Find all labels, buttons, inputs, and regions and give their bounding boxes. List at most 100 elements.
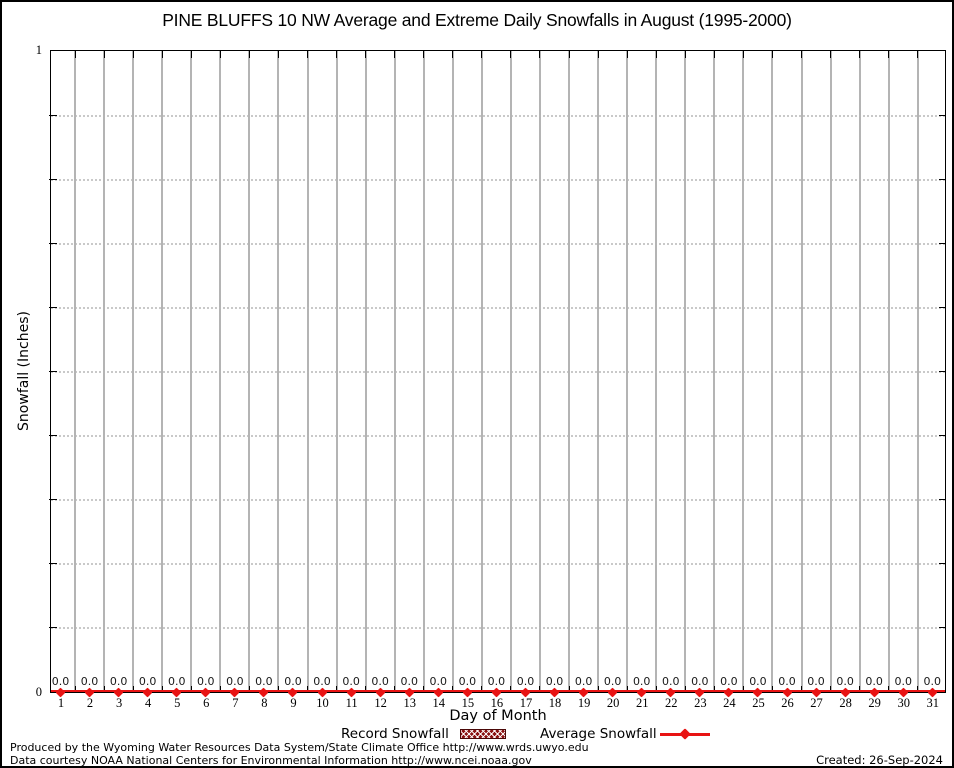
x-tick-label: 13 <box>403 696 416 710</box>
legend-average-label: Average Snowfall <box>540 726 657 742</box>
x-tick-label: 14 <box>432 696 446 710</box>
x-axis-tick <box>510 51 512 58</box>
x-axis-tick <box>859 686 861 692</box>
legend-average-point-icon <box>679 728 691 740</box>
y-tick-label-min: 0 <box>35 685 42 699</box>
x-axis-tick <box>423 51 425 58</box>
x-axis-tick <box>626 686 628 692</box>
record-value-label: 0.0 <box>284 675 302 688</box>
x-axis-tick <box>713 686 715 692</box>
record-value-label: 0.0 <box>429 675 448 688</box>
gridline-horizontal <box>51 499 945 501</box>
record-value-label: 0.0 <box>342 675 360 688</box>
record-value-label: 0.0 <box>255 675 273 688</box>
x-axis-tick <box>336 51 338 58</box>
record-value-label: 0.0 <box>109 675 128 688</box>
gridline-vertical <box>858 51 861 692</box>
gridline-horizontal <box>51 563 945 565</box>
x-tick-label: 12 <box>374 696 387 710</box>
x-axis-tick <box>742 686 744 692</box>
footer-produced-by: Produced by the Wyoming Water Resources … <box>10 741 589 754</box>
record-value-label: 0.0 <box>545 675 564 688</box>
record-value-label: 0.0 <box>807 675 825 688</box>
record-value-label: 0.0 <box>138 675 157 688</box>
x-axis-tick <box>103 686 105 692</box>
record-value-label: 0.0 <box>313 675 331 688</box>
y-axis-tick <box>49 499 57 500</box>
gridline-vertical <box>742 51 745 692</box>
record-value-label: 0.0 <box>80 675 99 688</box>
record-value-label: 0.0 <box>516 675 535 688</box>
x-axis-tick <box>888 686 890 692</box>
gridline-horizontal <box>51 243 945 245</box>
x-axis-tick <box>277 51 279 58</box>
x-axis-tick <box>771 686 773 692</box>
x-axis-tick <box>481 686 483 692</box>
x-axis-tick <box>161 686 163 692</box>
gridline-vertical <box>190 51 193 692</box>
x-tick-label: 1 <box>57 696 65 710</box>
x-axis-tick <box>771 51 773 58</box>
x-axis-tick <box>132 686 134 692</box>
y-axis-tick <box>49 371 57 372</box>
footer-created-date: Created: 26-Sep-2024 <box>816 753 943 767</box>
record-value-label: 0.0 <box>603 675 622 688</box>
x-axis-tick <box>597 686 599 692</box>
x-axis-tick <box>277 686 279 692</box>
gridline-vertical <box>829 51 832 692</box>
gridline-vertical <box>451 51 454 692</box>
chart-title: PINE BLUFFS 10 NW Average and Extreme Da… <box>162 10 792 30</box>
x-tick-label: 7 <box>232 696 239 710</box>
x-tick-label: 19 <box>577 696 591 710</box>
record-value-label: 0.0 <box>720 675 738 688</box>
x-axis-tick <box>539 51 541 58</box>
gridline-vertical <box>771 51 774 692</box>
x-tick-label: 3 <box>115 696 123 710</box>
x-axis-tick <box>655 686 657 692</box>
x-axis-tick <box>597 51 599 58</box>
record-value-label: 0.0 <box>197 675 215 688</box>
record-value-label: 0.0 <box>632 675 651 688</box>
x-tick-label: 4 <box>145 696 152 710</box>
footer-data-courtesy: Data courtesy NOAA National Centers for … <box>10 754 532 767</box>
x-axis-tick <box>568 51 570 58</box>
gridline-horizontal <box>51 179 945 181</box>
x-axis-tick <box>248 686 250 692</box>
x-tick-label: 21 <box>635 696 649 710</box>
y-axis-tick <box>49 243 57 244</box>
x-axis-tick <box>539 686 541 692</box>
x-axis-tick <box>830 686 832 692</box>
x-axis-tick <box>74 51 76 58</box>
record-value-label: 0.0 <box>574 675 593 688</box>
x-axis-tick <box>365 51 367 58</box>
x-tick-label: 23 <box>694 696 707 710</box>
x-axis-tick <box>917 686 919 692</box>
y-axis-tick <box>939 627 945 628</box>
y-axis-tick <box>939 371 945 372</box>
x-tick-label: 25 <box>752 696 765 710</box>
x-axis-tick <box>830 51 832 58</box>
x-tick-label: 30 <box>897 696 910 710</box>
record-value-label: 0.0 <box>778 675 796 688</box>
legend-average-line-sample <box>660 728 710 740</box>
y-axis-tick <box>49 435 57 436</box>
record-value-label: 0.0 <box>458 675 477 688</box>
x-axis-tick <box>74 686 76 692</box>
x-tick-label: 18 <box>548 696 562 710</box>
gridline-vertical <box>568 51 571 692</box>
x-axis-tick <box>742 51 744 58</box>
record-value-label: 0.0 <box>400 675 418 688</box>
x-tick-label: 20 <box>606 696 620 710</box>
gridline-vertical <box>887 51 890 692</box>
x-axis-tick <box>888 51 890 58</box>
x-axis-tick <box>365 686 367 692</box>
y-axis-tick <box>939 563 945 564</box>
gridline-vertical <box>422 51 425 692</box>
x-tick-label: 9 <box>290 696 297 710</box>
record-value-label: 0.0 <box>662 675 680 688</box>
x-tick-label: 24 <box>723 696 736 710</box>
gridline-horizontal <box>51 627 945 629</box>
x-axis-tick <box>917 51 919 58</box>
x-axis-tick <box>219 51 221 58</box>
gridline-vertical <box>597 51 600 692</box>
